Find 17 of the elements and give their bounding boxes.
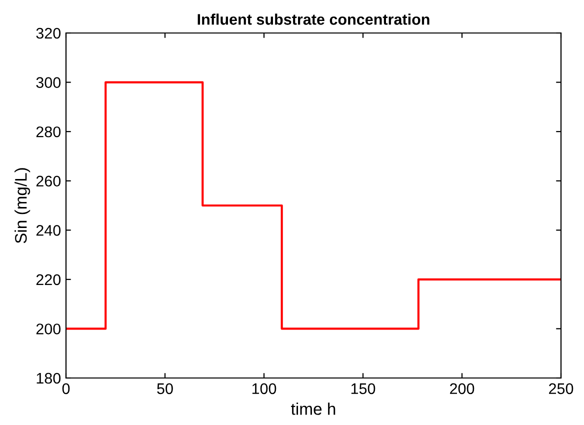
y-tick-label: 200 xyxy=(36,324,61,334)
y-tick-label: 240 xyxy=(36,225,61,236)
x-tick-label: 150 xyxy=(351,383,376,394)
x-tick-label: 0 xyxy=(62,383,70,394)
y-tick-label: 280 xyxy=(36,126,61,138)
y-axis-title: Sin (mg/L) xyxy=(14,168,30,244)
y-tick-label: 180 xyxy=(36,372,61,384)
x-tick-label: 200 xyxy=(450,383,474,394)
x-tick-label: 250 xyxy=(549,383,574,394)
x-axis-title: time h xyxy=(291,402,336,415)
y-tick-label: 220 xyxy=(36,274,61,286)
y-tick-label: 300 xyxy=(36,77,61,88)
y-tick-label: 260 xyxy=(36,176,61,187)
x-tick-label: 100 xyxy=(252,383,276,394)
y-tick-label: 320 xyxy=(36,28,61,39)
x-tick-label: 50 xyxy=(157,383,173,394)
chart-title: Influent substrate concentration xyxy=(198,14,430,25)
